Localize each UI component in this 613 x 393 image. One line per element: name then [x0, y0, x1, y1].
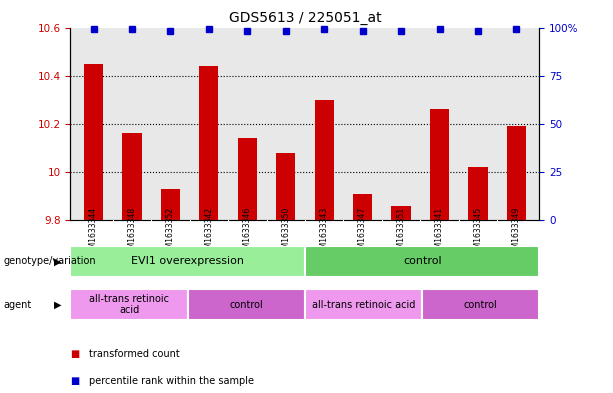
Text: GSM1633343: GSM1633343	[320, 207, 329, 259]
Text: control: control	[464, 299, 498, 310]
Text: GSM1633348: GSM1633348	[128, 207, 137, 259]
Bar	[70, 289, 188, 320]
Text: GSM1633346: GSM1633346	[243, 207, 252, 259]
Title: GDS5613 / 225051_at: GDS5613 / 225051_at	[229, 11, 381, 25]
Bar	[422, 289, 539, 320]
Text: GSM1633352: GSM1633352	[166, 207, 175, 259]
Text: GSM1633342: GSM1633342	[204, 207, 213, 259]
Bar	[305, 289, 422, 320]
Bar	[84, 64, 103, 220]
Text: control: control	[403, 256, 441, 266]
Text: ■: ■	[70, 349, 80, 359]
Bar	[238, 138, 257, 220]
Text: ■: ■	[70, 376, 80, 386]
Text: ▶: ▶	[54, 299, 61, 310]
Text: ▶: ▶	[54, 256, 61, 266]
Bar	[199, 66, 218, 220]
Text: GSM1633351: GSM1633351	[397, 207, 406, 259]
Bar	[430, 109, 449, 220]
Text: genotype/variation: genotype/variation	[3, 256, 96, 266]
Bar	[353, 194, 372, 220]
Text: percentile rank within the sample: percentile rank within the sample	[89, 376, 254, 386]
Text: EVI1 overexpression: EVI1 overexpression	[131, 256, 244, 266]
Text: control: control	[229, 299, 263, 310]
Bar	[276, 152, 295, 220]
Bar	[123, 133, 142, 220]
Bar	[392, 206, 411, 220]
Text: GSM1633349: GSM1633349	[512, 207, 521, 259]
Text: all-trans retinoic
acid: all-trans retinoic acid	[89, 294, 169, 315]
Bar	[468, 167, 487, 220]
Text: GSM1633347: GSM1633347	[358, 207, 367, 259]
Text: transformed count: transformed count	[89, 349, 180, 359]
Bar	[188, 289, 305, 320]
Text: GSM1633344: GSM1633344	[89, 207, 98, 259]
Bar	[161, 189, 180, 220]
Bar	[305, 246, 539, 277]
Bar	[70, 246, 305, 277]
Text: agent: agent	[3, 299, 31, 310]
Bar	[314, 100, 334, 220]
Text: all-trans retinoic acid: all-trans retinoic acid	[312, 299, 415, 310]
Text: GSM1633341: GSM1633341	[435, 207, 444, 259]
Bar	[507, 126, 526, 220]
Text: GSM1633345: GSM1633345	[473, 207, 482, 259]
Text: GSM1633350: GSM1633350	[281, 207, 290, 259]
